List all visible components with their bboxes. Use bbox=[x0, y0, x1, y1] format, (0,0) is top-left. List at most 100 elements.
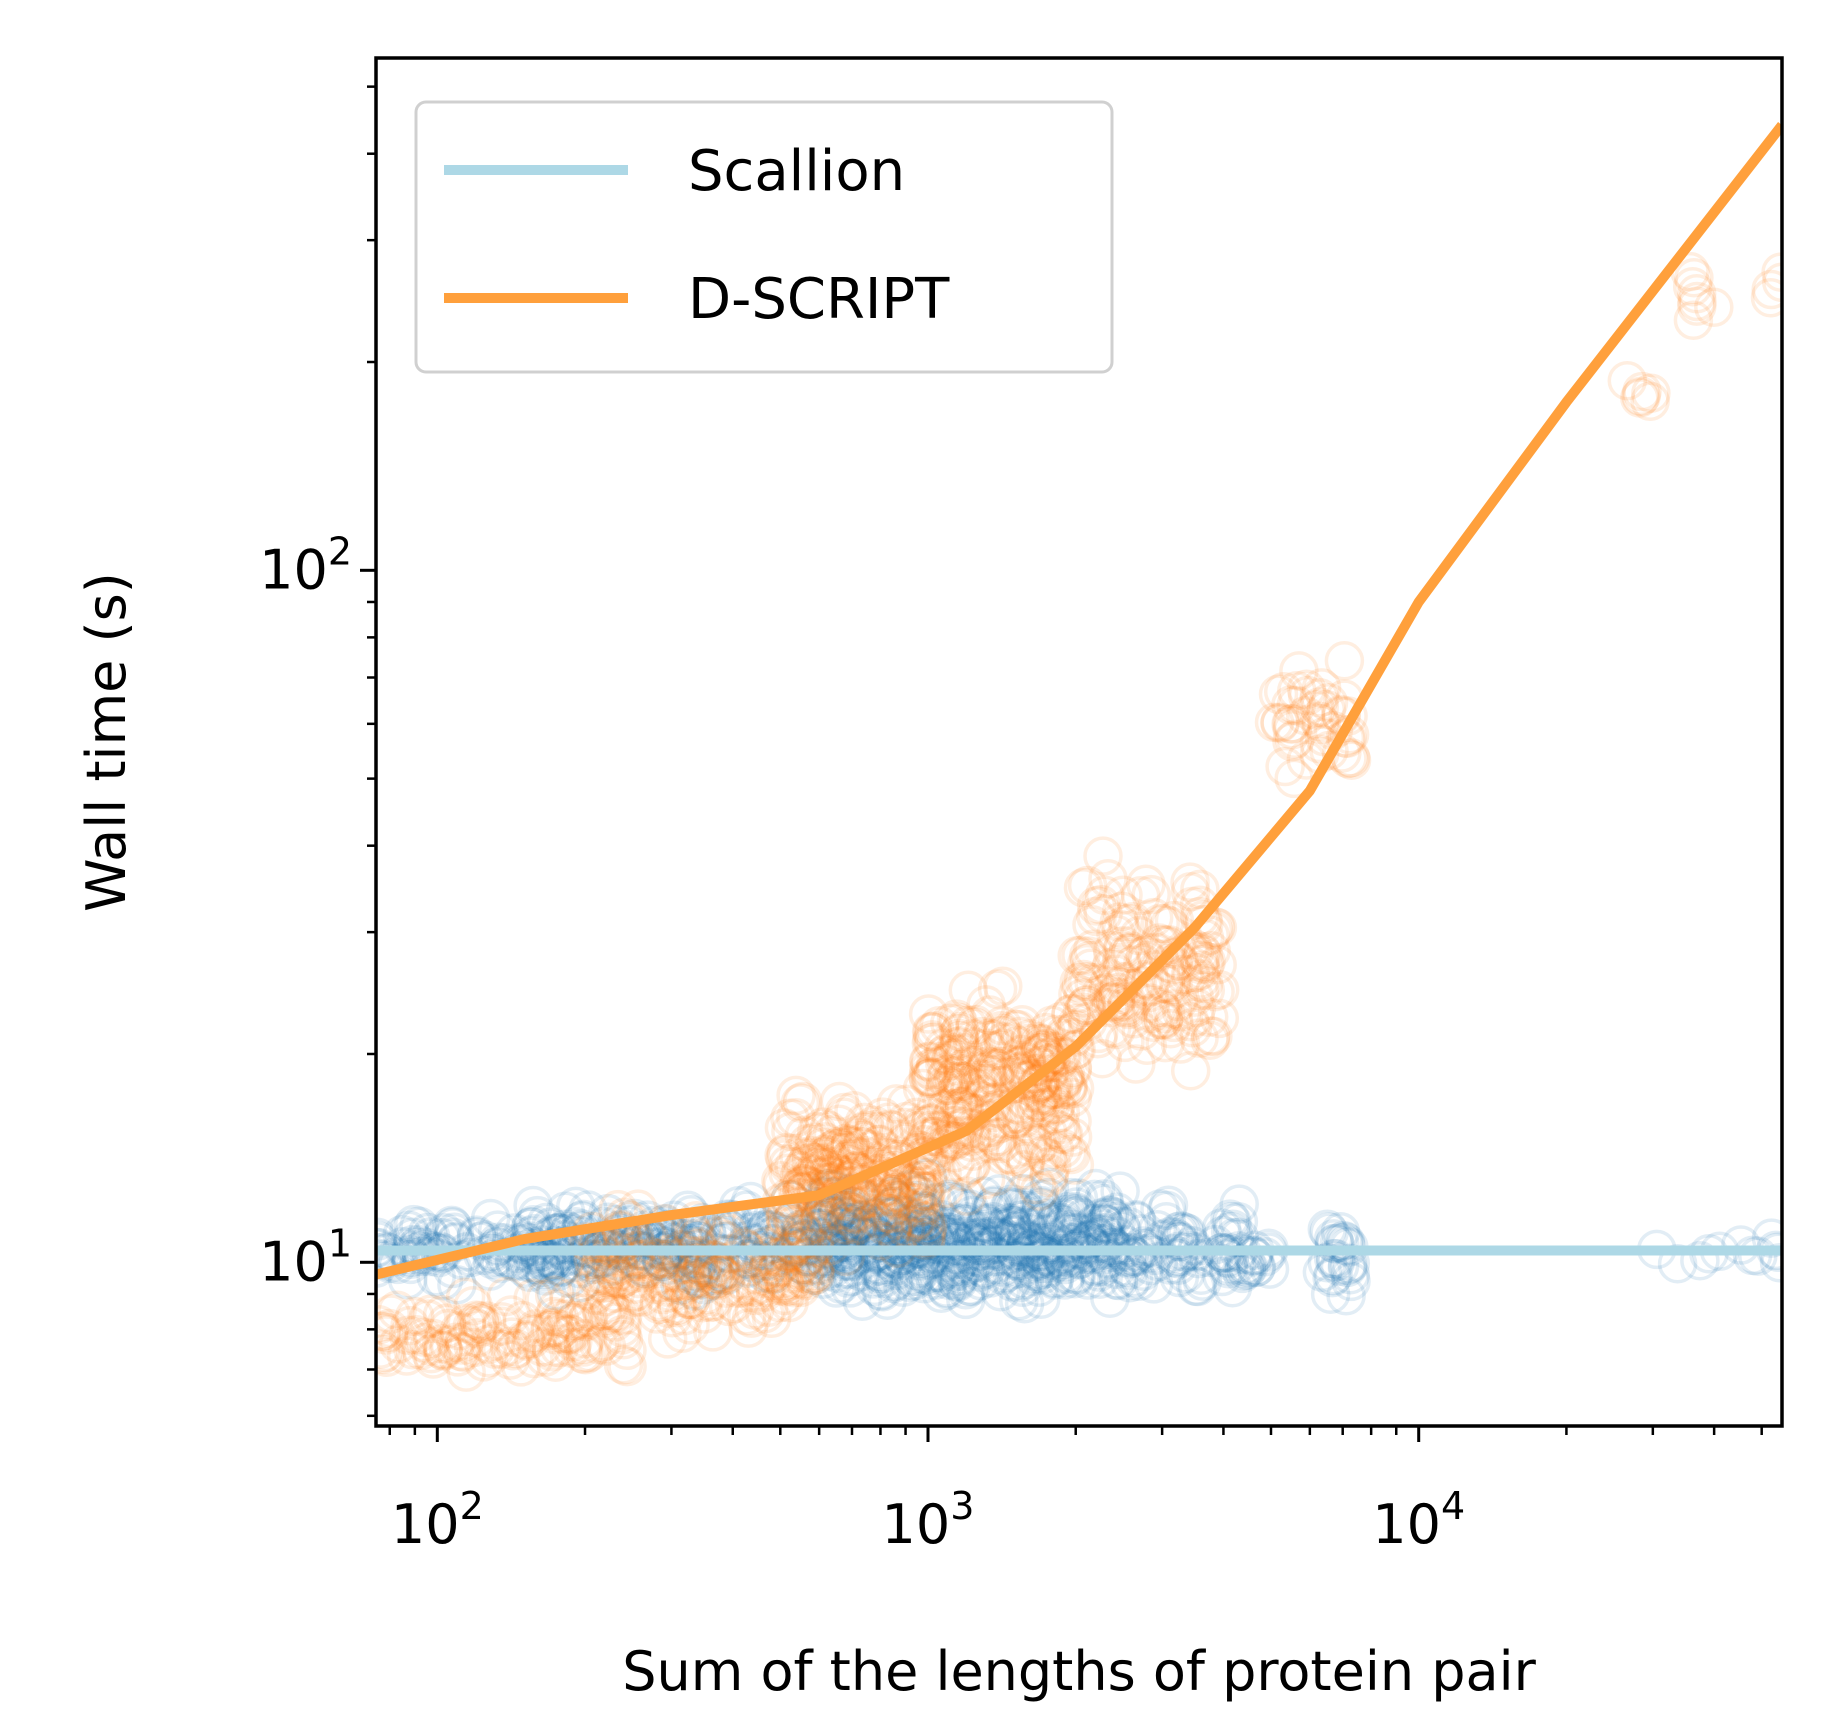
data-point bbox=[1068, 1220, 1108, 1260]
data-point bbox=[506, 1321, 546, 1361]
data-point bbox=[1179, 970, 1220, 1011]
data-point bbox=[1036, 1243, 1076, 1283]
data-point bbox=[648, 1288, 688, 1328]
data-point bbox=[778, 1186, 818, 1226]
data-point bbox=[811, 1130, 851, 1171]
data-point bbox=[569, 1332, 609, 1373]
data-point bbox=[1154, 937, 1194, 978]
data-point bbox=[1138, 1241, 1179, 1282]
data-point bbox=[1188, 1237, 1229, 1278]
data-point bbox=[1097, 1192, 1137, 1232]
data-point bbox=[841, 1127, 882, 1167]
data-point bbox=[780, 1220, 821, 1261]
data-point bbox=[1021, 1279, 1061, 1320]
data-point bbox=[965, 1159, 1006, 1200]
data-point bbox=[584, 1263, 624, 1303]
data-point bbox=[933, 1033, 974, 1073]
data-point bbox=[942, 1188, 983, 1228]
data-point bbox=[766, 1132, 807, 1173]
data-point bbox=[798, 1239, 838, 1279]
data-point bbox=[1034, 1258, 1074, 1299]
data-point bbox=[894, 1261, 934, 1301]
data-point bbox=[946, 1270, 986, 1310]
data-point bbox=[659, 1238, 700, 1279]
data-point bbox=[932, 1038, 972, 1078]
data-point bbox=[446, 1303, 487, 1343]
data-point bbox=[823, 1166, 864, 1206]
data-point bbox=[862, 1272, 902, 1312]
data-point bbox=[734, 1243, 775, 1284]
data-point bbox=[534, 1275, 575, 1315]
data-point bbox=[573, 1239, 613, 1279]
data-point bbox=[884, 1240, 925, 1281]
data-point bbox=[684, 1264, 724, 1305]
data-point bbox=[1055, 1030, 1095, 1070]
data-point bbox=[1063, 1198, 1104, 1238]
data-point bbox=[1188, 997, 1229, 1037]
data-point bbox=[694, 1260, 734, 1300]
data-point bbox=[867, 1280, 908, 1320]
data-point bbox=[1004, 1150, 1045, 1190]
data-point bbox=[1010, 1222, 1051, 1262]
data-point bbox=[670, 1279, 711, 1320]
data-point bbox=[1095, 984, 1136, 1024]
data-point bbox=[824, 1188, 864, 1228]
data-point bbox=[994, 1205, 1034, 1246]
data-point bbox=[1674, 257, 1714, 298]
data-point bbox=[995, 1098, 1035, 1139]
data-point bbox=[1006, 1142, 1046, 1182]
data-point bbox=[958, 1237, 998, 1278]
data-point bbox=[1089, 1196, 1130, 1236]
data-point bbox=[1105, 1225, 1146, 1265]
data-point bbox=[679, 1221, 719, 1261]
data-point bbox=[919, 1005, 959, 1046]
data-point bbox=[1185, 970, 1226, 1010]
data-point bbox=[668, 1262, 708, 1303]
data-point bbox=[1119, 915, 1160, 956]
data-point bbox=[643, 1274, 683, 1315]
data-point bbox=[693, 1312, 733, 1352]
data-point bbox=[513, 1205, 554, 1245]
data-point bbox=[664, 1218, 704, 1259]
data-point bbox=[1195, 971, 1235, 1012]
data-point bbox=[1084, 1183, 1125, 1223]
data-point bbox=[797, 1203, 838, 1243]
data-point bbox=[805, 1147, 845, 1188]
data-point bbox=[1058, 1178, 1099, 1218]
data-point bbox=[676, 1201, 717, 1241]
data-point bbox=[915, 1011, 955, 1051]
data-point bbox=[911, 1096, 952, 1137]
data-point bbox=[781, 1222, 822, 1262]
data-point bbox=[1212, 1201, 1252, 1242]
data-point bbox=[870, 1174, 911, 1215]
data-point bbox=[982, 1005, 1022, 1046]
data-point bbox=[990, 1134, 1031, 1175]
data-point bbox=[1113, 1257, 1154, 1298]
data-point bbox=[997, 1238, 1037, 1279]
data-point bbox=[426, 1303, 467, 1343]
data-point bbox=[578, 1253, 619, 1294]
data-point bbox=[779, 1136, 819, 1176]
data-point bbox=[1677, 286, 1717, 326]
data-point bbox=[769, 1282, 809, 1323]
data-point bbox=[540, 1309, 581, 1350]
data-point bbox=[1022, 1185, 1062, 1226]
data-point bbox=[683, 1282, 723, 1323]
data-point bbox=[1088, 859, 1128, 899]
data-point bbox=[951, 1220, 992, 1261]
data-point bbox=[1074, 962, 1114, 1003]
data-point bbox=[897, 1236, 938, 1276]
data-point bbox=[1001, 1034, 1042, 1075]
data-point bbox=[752, 1254, 793, 1295]
data-point bbox=[376, 1332, 405, 1373]
data-point bbox=[664, 1296, 704, 1336]
data-point bbox=[898, 1166, 938, 1206]
data-point bbox=[1113, 999, 1154, 1039]
data-point bbox=[1067, 943, 1107, 984]
data-point bbox=[933, 1202, 973, 1242]
data-point bbox=[1048, 1069, 1088, 1110]
data-point bbox=[744, 1241, 784, 1281]
data-point bbox=[1673, 300, 1714, 341]
data-point bbox=[1021, 1028, 1062, 1068]
data-point bbox=[789, 1138, 829, 1178]
